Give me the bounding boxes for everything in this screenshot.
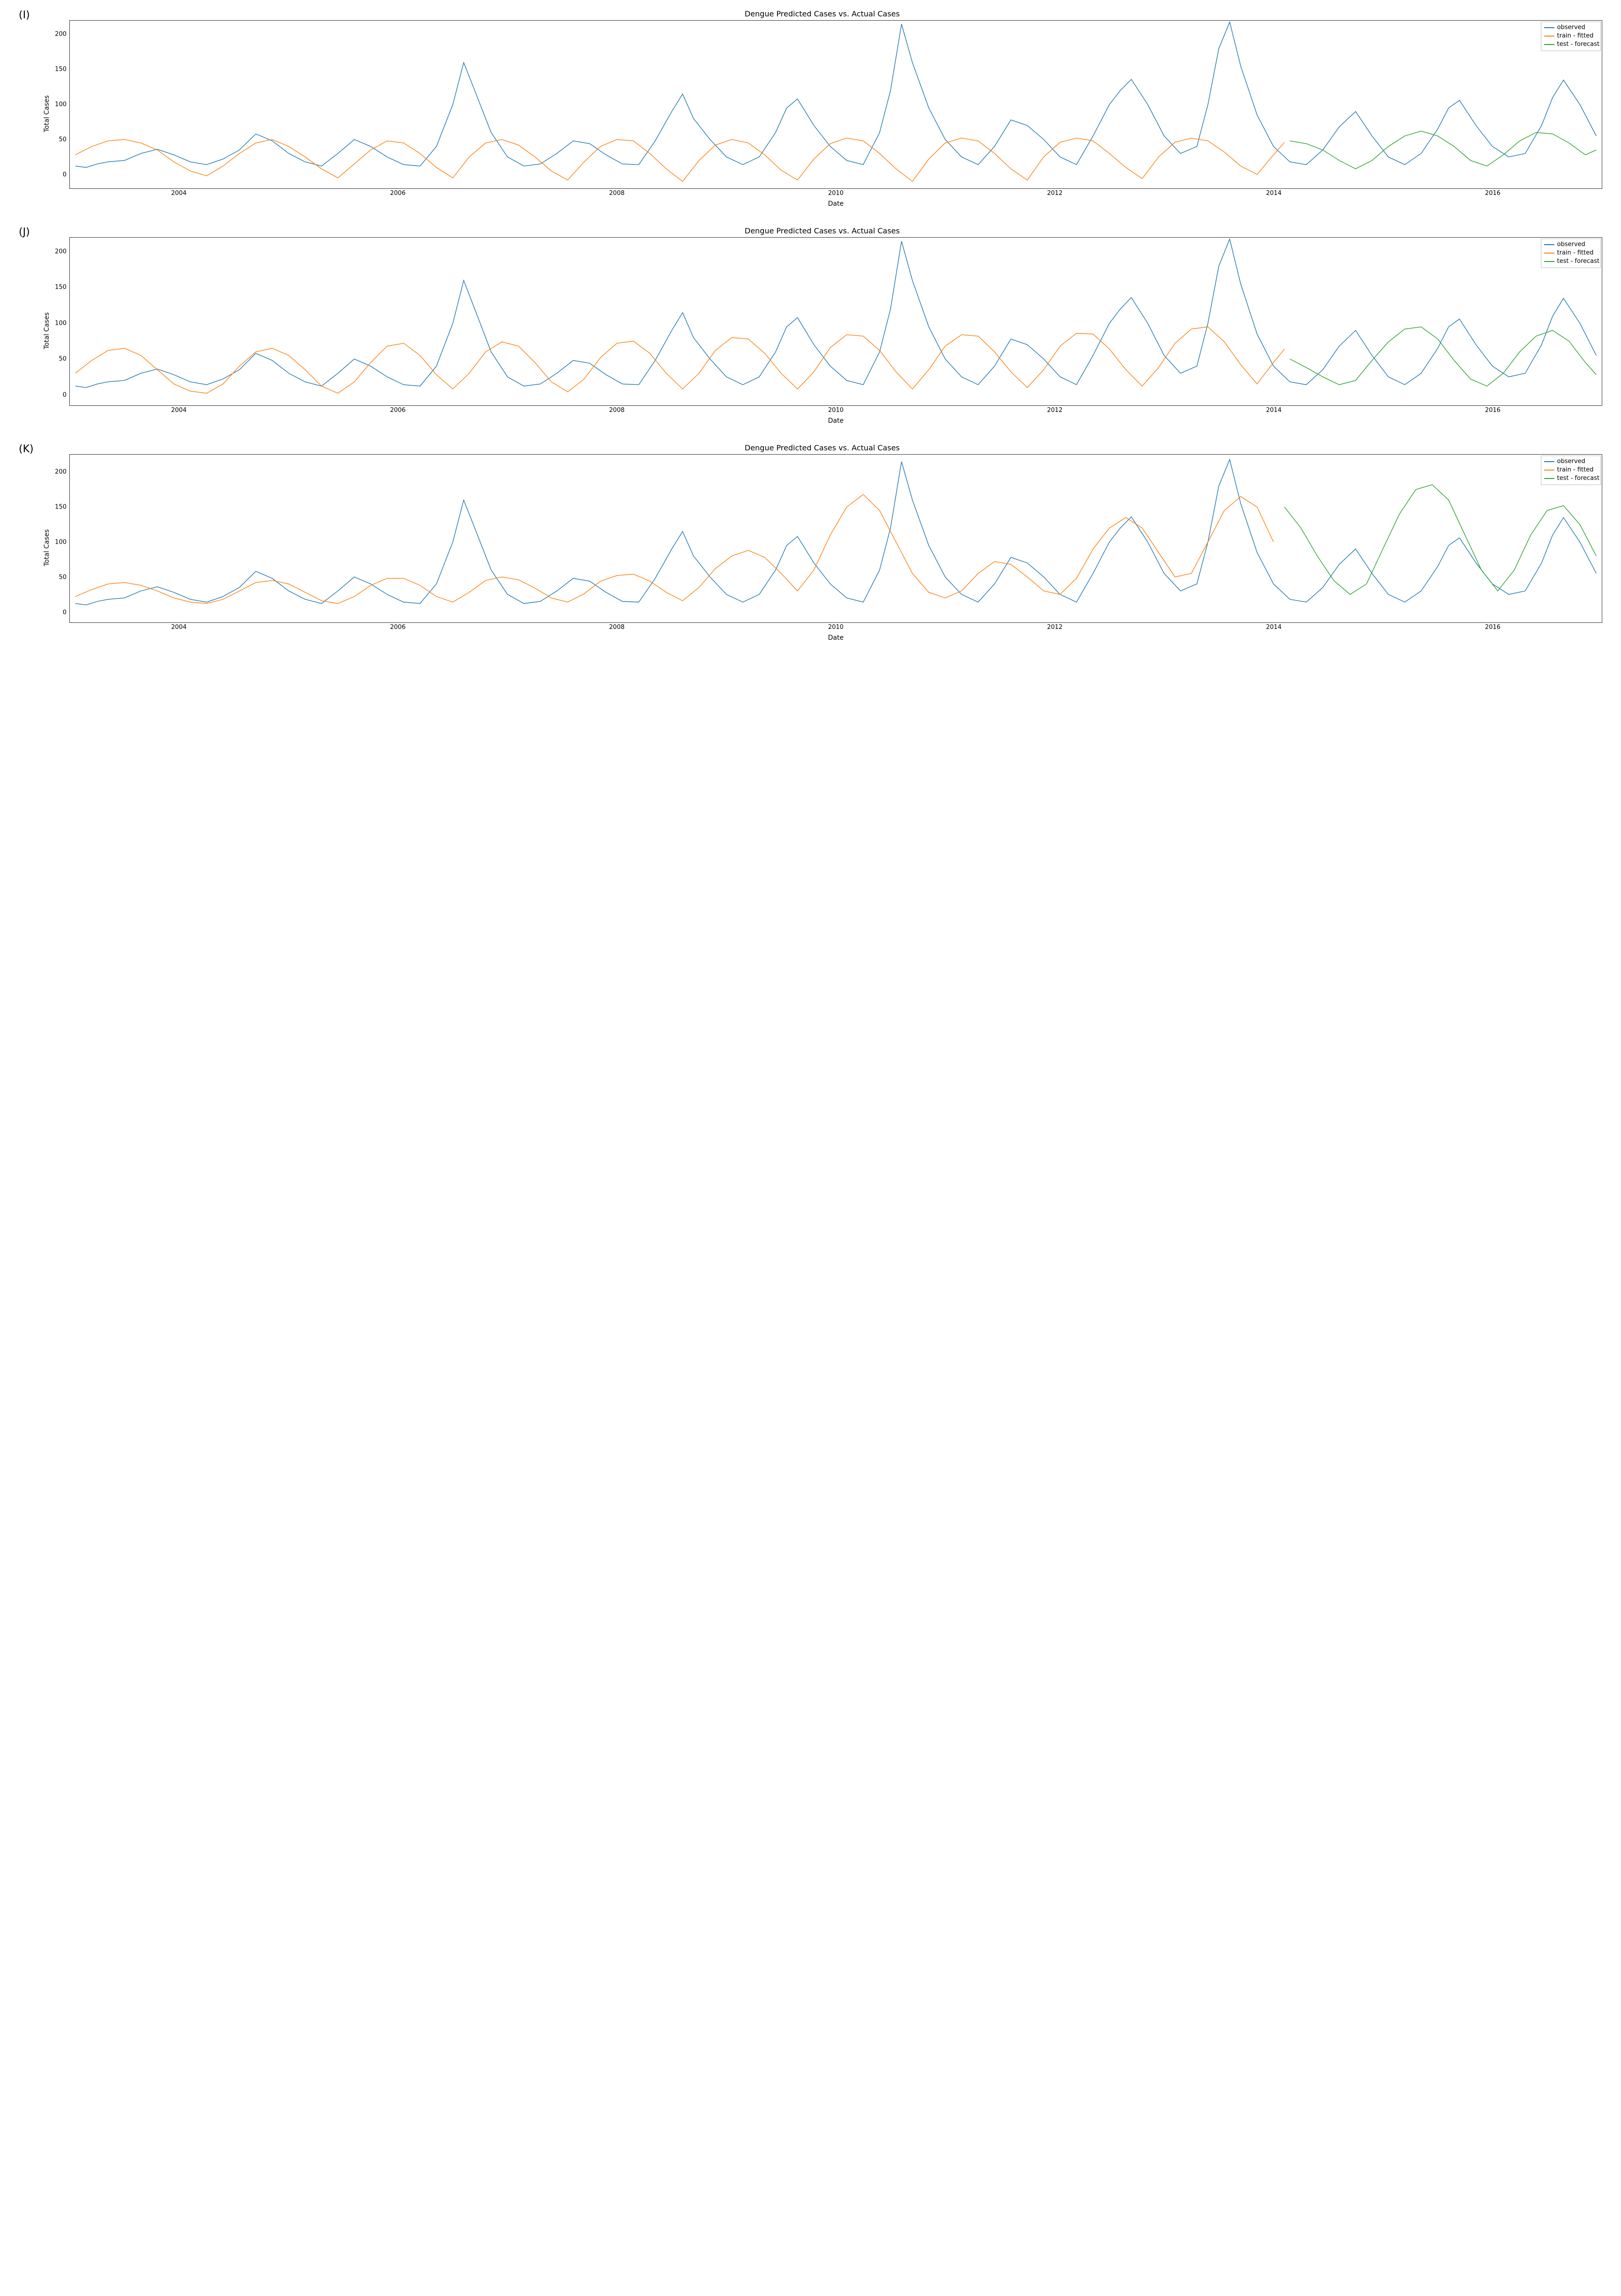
series-observed [75,22,1596,167]
series-train [75,138,1285,181]
y-ticks: 200150100500 [51,20,69,189]
series-test [1290,327,1596,386]
legend: observedtrain - fittedtest - forecast [1541,22,1601,51]
legend: observedtrain - fittedtest - forecast [1541,239,1601,268]
x-ticks: 2004200620082010201220142016 [69,189,1602,199]
y-axis-label: Total Cases [42,454,51,642]
legend-label-observed: observed [1557,23,1585,32]
chart-title: Dengue Predicted Cases vs. Actual Cases [42,226,1602,235]
x-ticks: 2004200620082010201220142016 [69,406,1602,416]
y-ticks: 200150100500 [51,237,69,406]
y-axis-label: Total Cases [42,237,51,425]
x-axis-label: Date [69,634,1602,642]
legend-label-observed: observed [1557,240,1585,249]
plot-area: observedtrain - fittedtest - forecast [69,454,1602,623]
plot-area: observedtrain - fittedtest - forecast [69,20,1602,189]
series-train [75,494,1274,604]
legend-label-test: test - forecast [1557,474,1600,483]
legend-label-test: test - forecast [1557,257,1600,266]
panel-label: (I) [19,9,42,21]
chart-title: Dengue Predicted Cases vs. Actual Cases [42,443,1602,452]
x-ticks: 2004200620082010201220142016 [69,623,1602,633]
series-train [75,327,1285,393]
x-axis-label: Date [69,200,1602,208]
plot-area: observedtrain - fittedtest - forecast [69,237,1602,406]
y-axis-label: Total Cases [42,20,51,208]
x-axis-label: Date [69,417,1602,425]
legend-label-train: train - fitted [1557,249,1594,257]
y-ticks: 200150100500 [51,454,69,623]
series-test [1290,131,1596,169]
legend-label-train: train - fitted [1557,466,1594,474]
legend-label-test: test - forecast [1557,40,1600,49]
series-observed [75,459,1596,605]
legend-label-train: train - fitted [1557,32,1594,40]
panel-label: (K) [19,443,42,455]
legend-label-observed: observed [1557,457,1585,466]
chart-title: Dengue Predicted Cases vs. Actual Cases [42,9,1602,18]
legend: observedtrain - fittedtest - forecast [1541,456,1601,485]
panel-label: (J) [19,226,42,238]
series-test [1285,485,1596,594]
